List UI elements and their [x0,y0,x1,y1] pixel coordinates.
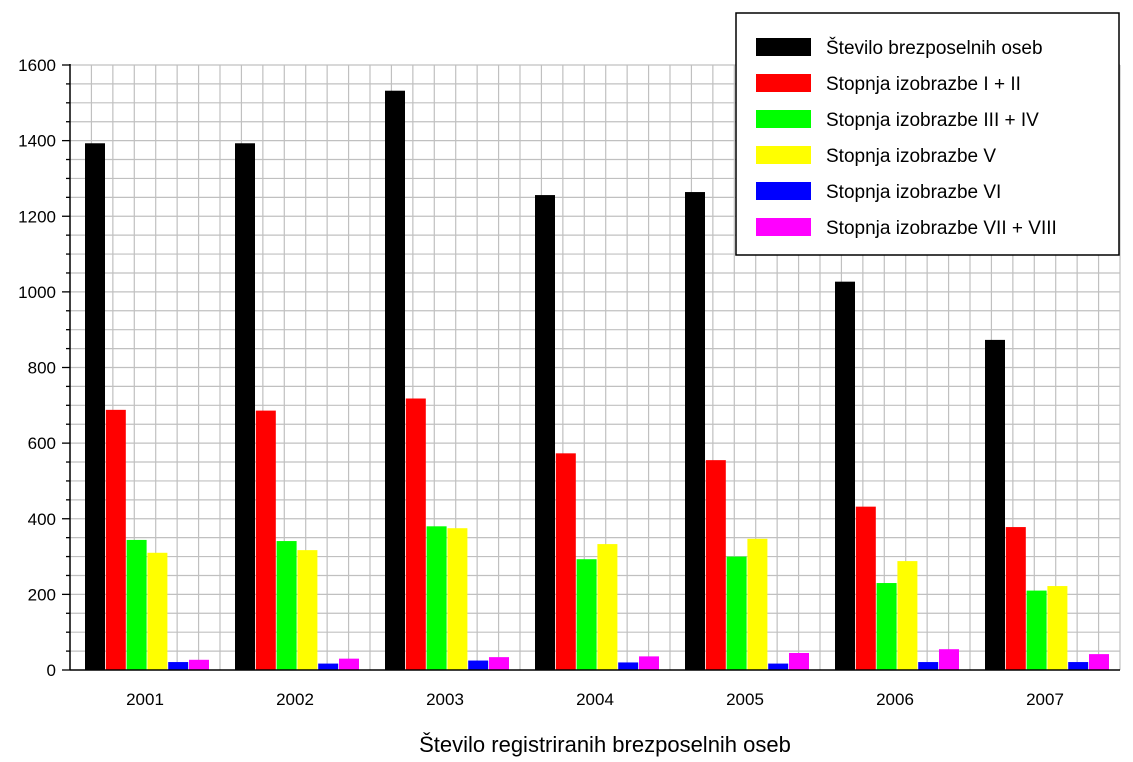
bar-2003-series-3 [426,526,447,670]
bar-2004-series-4 [597,544,618,670]
bar-2003-series-4 [447,528,468,670]
x-tick-label-2005: 2005 [726,690,764,709]
y-tick-label: 1600 [18,56,56,75]
bar-2003-series-2 [405,398,426,670]
axes [62,64,1120,671]
bar-2002-series-1 [235,143,255,671]
y-tick-label: 1200 [18,207,56,226]
legend-label-2: Stopnja izobrazbe I + II [826,74,1021,95]
bar-2005-series-5 [768,663,789,670]
y-tick-label: 1000 [18,283,56,302]
x-tick-label-2001: 2001 [126,690,164,709]
bar-2001-series-2 [105,409,126,670]
x-tick-label-2003: 2003 [426,690,464,709]
legend: Število brezposelnih oseb Stopnja izobraz… [735,12,1120,256]
bar-2005-series-6 [789,652,809,670]
legend-label-1: Število brezposelnih oseb [826,37,1043,59]
bar-2001-series-6 [189,659,209,670]
bar-2007-series-5 [1068,662,1089,670]
bar-2005-series-1 [685,192,705,671]
x-tick-label-2002: 2002 [276,690,314,709]
bar-2005-series-3 [726,556,747,670]
bar-2005-series-2 [705,460,726,670]
tick-labels: 0 200 400 600 800 1000 1200 1400 1600 2001 2002 200… [18,56,1064,709]
bar-2006-series-4 [897,561,918,670]
y-tick-label: 400 [28,510,56,529]
legend-swatch-4 [756,146,811,164]
bar-2002-series-4 [297,550,318,670]
bar-2006-series-5 [918,662,939,670]
x-tick-label-2007: 2007 [1026,690,1064,709]
bar-2007-series-2 [1005,527,1026,670]
y-tick-label: 1400 [18,132,56,151]
bar-2007-series-6 [1089,654,1109,670]
bar-2002-series-5 [318,663,339,670]
bar-2001-series-5 [168,662,189,670]
legend-swatch-1 [756,38,811,56]
bar-2003-series-1 [385,90,405,670]
bar-2003-series-6 [489,657,509,670]
x-tick-label-2004: 2004 [576,690,614,709]
bars [85,90,1109,671]
legend-swatch-6 [756,218,811,236]
bar-2006-series-1 [835,281,855,670]
legend-label-4: Stopnja izobrazbe V [826,146,996,167]
bar-2007-series-1 [985,339,1005,670]
bar-2002-series-3 [276,541,297,670]
legend-swatch-5 [756,182,811,200]
y-tick-label: 800 [28,359,56,378]
bar-2006-series-2 [855,506,876,670]
legend-label-5: Stopnja izobrazbe VI [826,182,1001,203]
bar-2004-series-1 [535,195,555,670]
bar-2004-series-6 [639,656,659,670]
y-tick-label: 0 [47,661,56,680]
bar-2002-series-6 [339,658,359,670]
y-tick-label: 600 [28,434,56,453]
bar-2007-series-3 [1026,590,1047,670]
bar-2004-series-3 [576,559,597,670]
bar-2006-series-6 [939,649,959,670]
y-tick-label: 200 [28,585,56,604]
bar-2001-series-1 [85,143,105,671]
bar-2004-series-2 [555,453,576,670]
bar-2007-series-4 [1047,586,1068,670]
bar-2004-series-5 [618,662,639,670]
legend-swatch-2 [756,74,811,92]
bar-2006-series-3 [876,583,897,670]
bar-2003-series-5 [468,660,489,670]
legend-swatch-3 [756,110,811,128]
bar-2002-series-2 [255,410,276,670]
x-tick-label-2006: 2006 [876,690,914,709]
bar-2001-series-4 [147,552,168,670]
bar-2001-series-3 [126,539,147,670]
legend-label-3: Stopnja izobrazbe III + IV [826,110,1039,131]
bar-2005-series-4 [747,538,768,670]
legend-label-6: Stopnja izobrazbe VII + VIII [826,218,1057,239]
x-axis-title: Število registriranih brezposelnih oseb [419,732,791,757]
